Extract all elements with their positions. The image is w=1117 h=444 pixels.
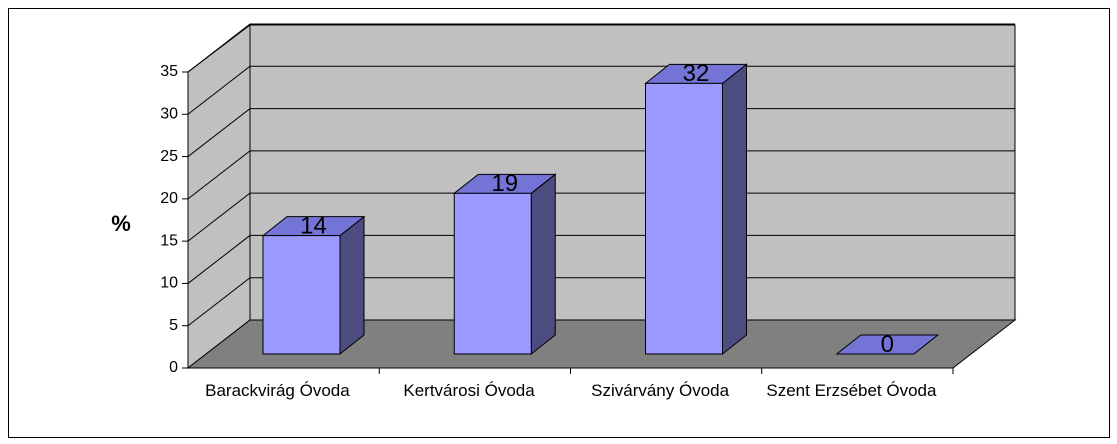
value-label: 19 xyxy=(491,170,518,197)
grid-line xyxy=(187,23,1015,73)
grid-line xyxy=(187,108,1015,157)
side-wall xyxy=(187,23,251,370)
value-label: 0 xyxy=(881,331,894,358)
back-wall xyxy=(249,24,1016,321)
y-tick-label: 10 xyxy=(160,275,178,292)
grid-line xyxy=(187,277,1015,327)
grid-line xyxy=(187,150,1015,200)
grid-line xyxy=(187,65,1015,115)
bar xyxy=(453,192,532,355)
bar-side xyxy=(722,63,747,356)
bar-side xyxy=(339,215,365,356)
value-label: 32 xyxy=(683,60,710,87)
y-axis-label: % xyxy=(111,211,131,236)
value-label: 14 xyxy=(300,212,327,239)
y-tick-label: 20 xyxy=(160,190,178,207)
bar xyxy=(645,82,723,355)
y-tick-label: 25 xyxy=(160,148,178,165)
x-tick-label: Szivárvány Óvoda xyxy=(591,381,730,400)
y-tick-label: 35 xyxy=(160,63,178,80)
grid-line xyxy=(187,192,1015,242)
grid-line xyxy=(187,234,1015,284)
bar xyxy=(262,235,341,355)
y-tick-label: 30 xyxy=(160,106,178,123)
x-tick-label: Kertvárosi Óvoda xyxy=(403,381,535,400)
x-tick-label: Barackvirág Óvoda xyxy=(205,381,350,400)
y-tick-label: 15 xyxy=(160,232,178,249)
y-tick-label: 0 xyxy=(169,359,178,376)
bar-side xyxy=(530,173,556,356)
x-tick-label: Szent Erzsébet Óvoda xyxy=(766,381,937,400)
y-tick-label: 5 xyxy=(169,317,178,334)
bar-top xyxy=(835,334,940,355)
